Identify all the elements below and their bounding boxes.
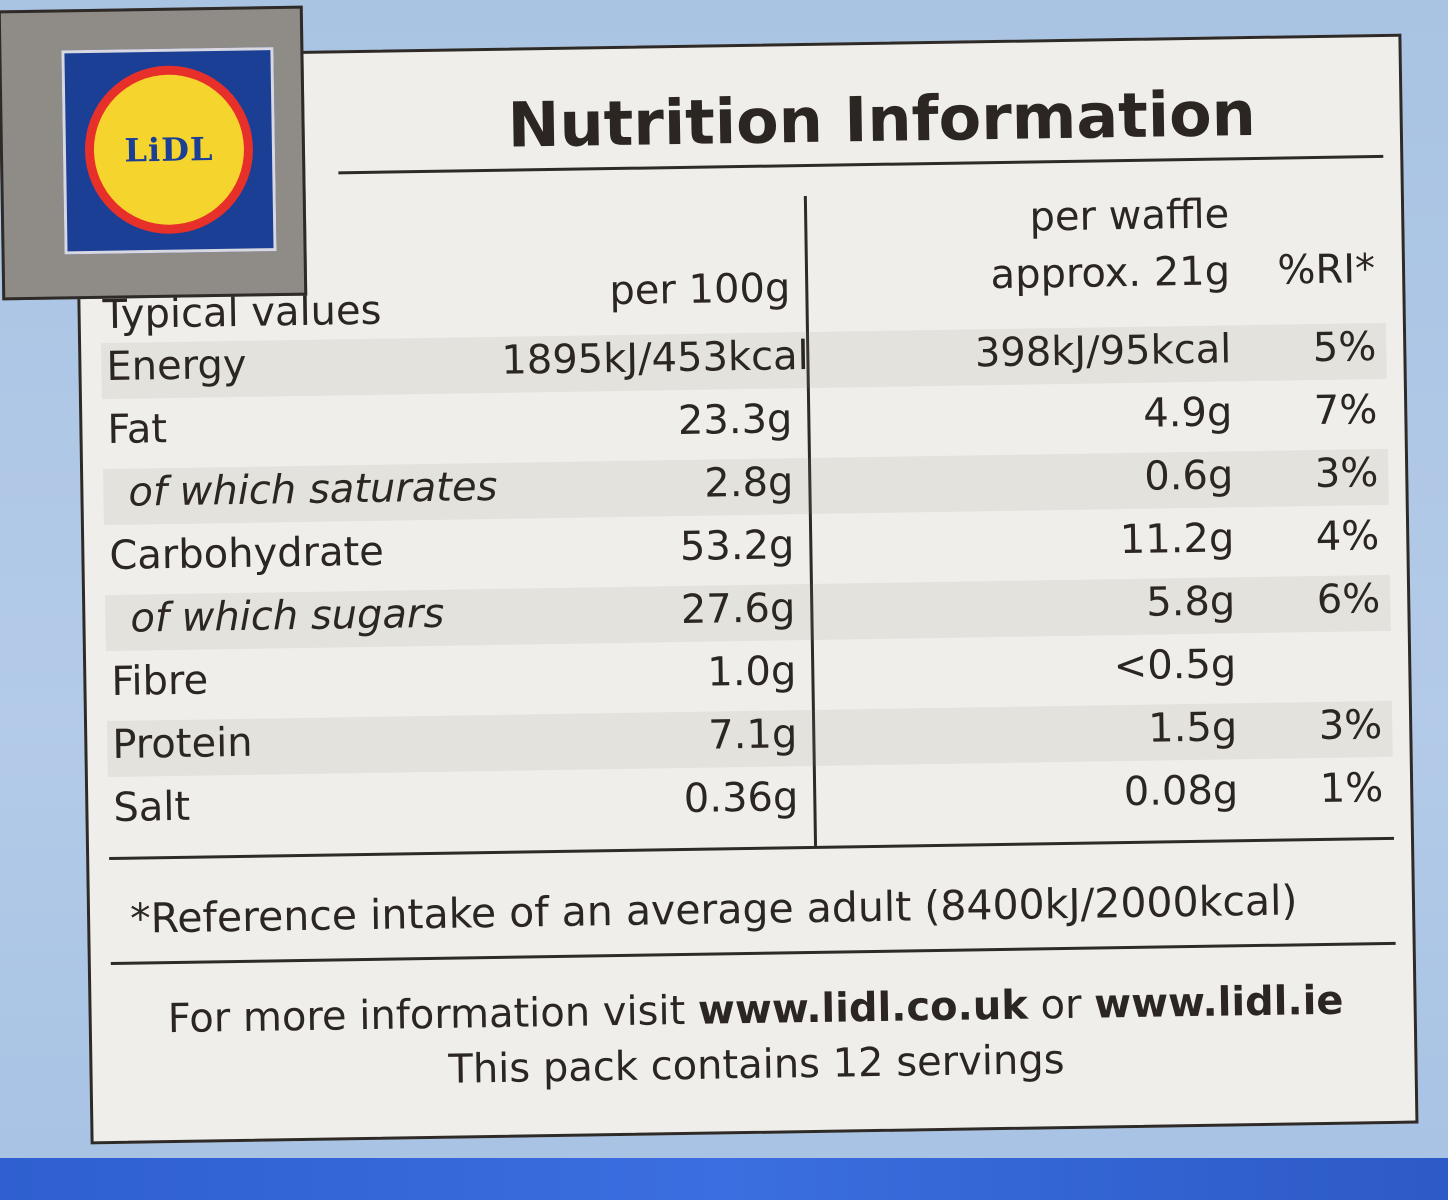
value-per-serving: <0.5g bbox=[1113, 641, 1237, 690]
logo-wordmark: LiDL bbox=[124, 130, 214, 170]
value-per-100g: 1.0g bbox=[706, 648, 797, 696]
lidl-logo: LiDL bbox=[61, 47, 277, 255]
value-ri: 1% bbox=[1319, 765, 1384, 813]
link-lidl-ie[interactable]: www.lidl.ie bbox=[1093, 977, 1344, 1028]
value-per-100g: 7.1g bbox=[707, 711, 798, 759]
value-per-100g: 27.6g bbox=[680, 585, 796, 634]
value-per-100g: 53.2g bbox=[679, 522, 795, 571]
header-per-waffle: per waffle bbox=[1029, 191, 1230, 241]
servings-line: This pack contains 12 servings bbox=[448, 1037, 1065, 1093]
value-per-serving: 11.2g bbox=[1119, 515, 1235, 564]
logo-yellow-disc: LiDL bbox=[92, 73, 246, 226]
logo-tab: LiDL bbox=[0, 5, 308, 301]
reference-intake-note: *Reference intake of an average adult (8… bbox=[129, 876, 1298, 943]
or-text: or bbox=[1040, 981, 1082, 1029]
logo-red-ring: LiDL bbox=[83, 64, 255, 236]
value-ri: 7% bbox=[1313, 387, 1378, 435]
nutrient-name: Fat bbox=[107, 406, 168, 454]
value-ri: 3% bbox=[1314, 450, 1379, 498]
label-title: Nutrition Information bbox=[507, 76, 1257, 162]
nutrient-name: Fibre bbox=[111, 657, 209, 705]
link-lidl-uk[interactable]: www.lidl.co.uk bbox=[697, 982, 1029, 1034]
header-ri: %RI* bbox=[1277, 246, 1376, 294]
value-ri: 6% bbox=[1316, 576, 1381, 624]
nutrient-name: Protein bbox=[112, 719, 253, 768]
value-ri: 4% bbox=[1315, 513, 1380, 561]
value-ri: 5% bbox=[1312, 324, 1377, 372]
header-serving-size: approx. 21g bbox=[990, 248, 1231, 299]
value-per-serving: 5.8g bbox=[1145, 578, 1236, 626]
more-info-line: For more information visit www.lidl.co.u… bbox=[91, 976, 1420, 1043]
more-info-text: For more information visit bbox=[167, 988, 686, 1043]
nutrient-name: Energy bbox=[106, 341, 247, 391]
table-bottom-rule bbox=[109, 836, 1395, 861]
header-per-100g: per 100g bbox=[609, 265, 791, 315]
value-per-100g: 0.36g bbox=[683, 774, 799, 822]
value-per-100g: 23.3g bbox=[677, 396, 793, 445]
footer-rule bbox=[110, 941, 1396, 966]
value-per-serving: 4.9g bbox=[1142, 389, 1233, 437]
title-underline bbox=[338, 154, 1384, 175]
nutrient-name: of which sugars bbox=[130, 590, 445, 642]
value-per-100g: 1895kJ/453kcal bbox=[501, 332, 810, 384]
nutrient-name: Carbohydrate bbox=[109, 528, 385, 579]
nutrient-name: Salt bbox=[113, 783, 191, 831]
value-per-serving: 0.08g bbox=[1123, 767, 1239, 816]
value-per-100g: 2.8g bbox=[703, 459, 794, 507]
value-per-serving: 0.6g bbox=[1143, 452, 1234, 500]
value-ri bbox=[1246, 642, 1381, 644]
value-per-serving: 1.5g bbox=[1147, 704, 1238, 752]
value-per-serving: 398kJ/95kcal bbox=[974, 326, 1232, 377]
nutrient-name: of which saturates bbox=[128, 463, 498, 516]
value-ri: 3% bbox=[1318, 702, 1383, 750]
packaging-blue-strip bbox=[0, 1158, 1448, 1200]
